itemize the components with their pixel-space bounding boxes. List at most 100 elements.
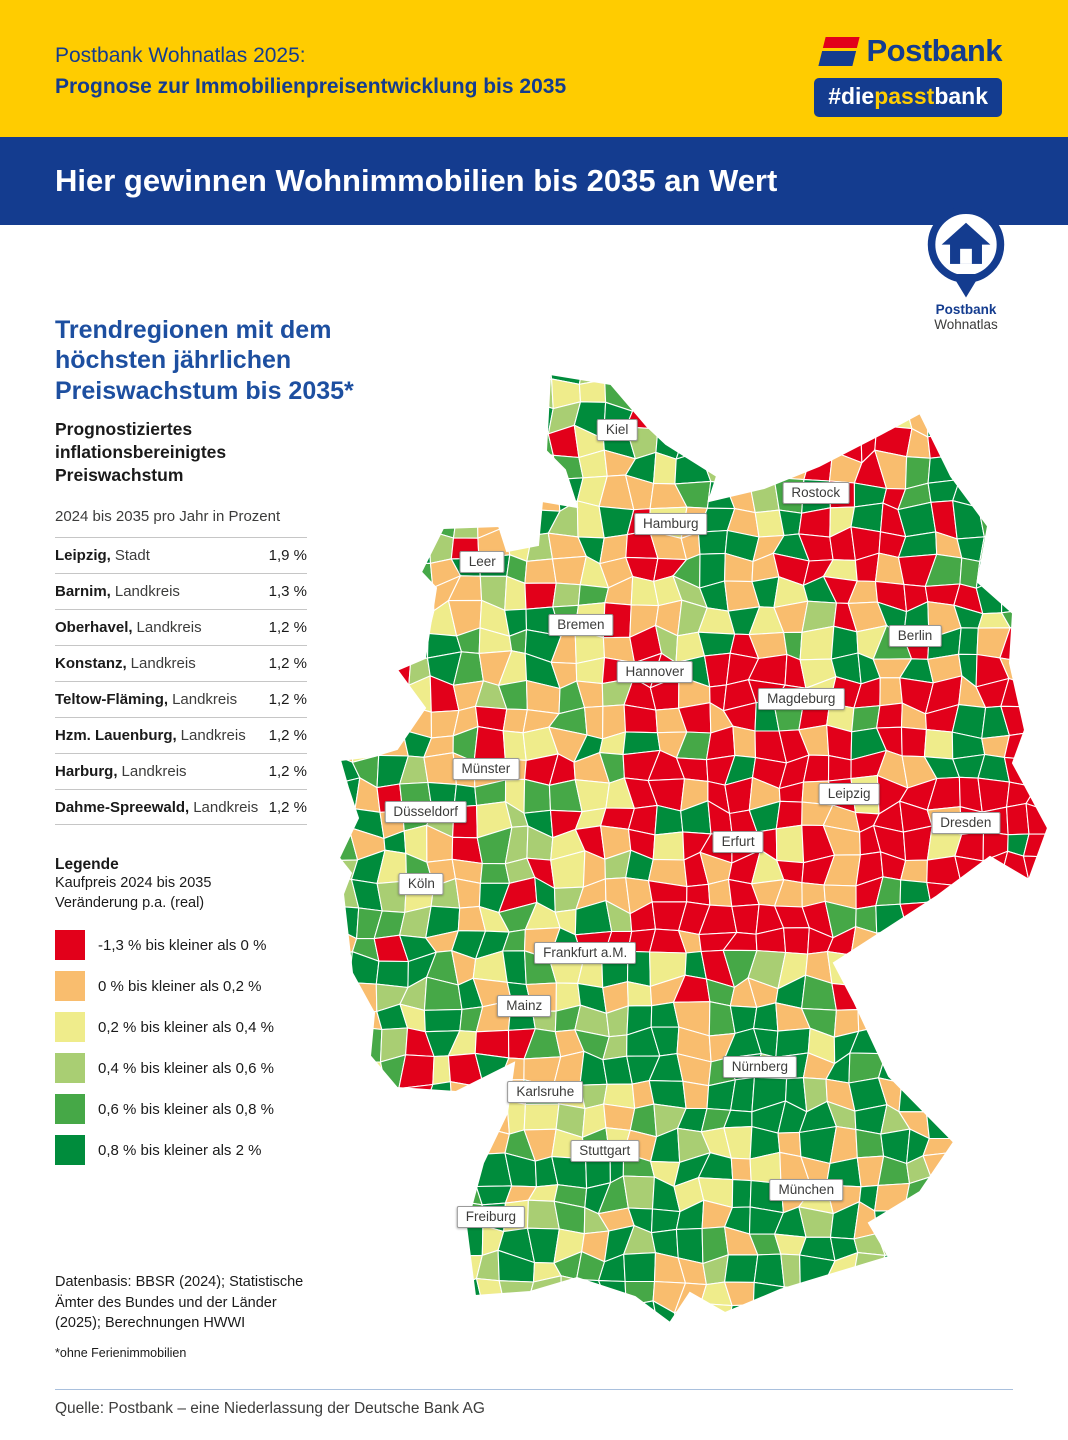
city-name: Erfurt xyxy=(721,833,755,849)
hashtag-prefix: #die xyxy=(828,83,875,109)
legend-color-swatch xyxy=(55,930,85,961)
ranking-row: Leipzig, Stadt 1,9 % xyxy=(55,537,307,573)
postbank-logo: Postbank xyxy=(818,33,1002,69)
city-labels-layer: Kiel Rostock Hamburg Leer Bremen Berlin … xyxy=(330,357,1055,1332)
growth-value: 1,2 % xyxy=(268,691,307,708)
city-label: Kiel xyxy=(596,419,638,442)
legend-title: Legende xyxy=(55,856,119,873)
city-name: Düsseldorf xyxy=(393,804,458,820)
city-label: Freiburg xyxy=(456,1205,526,1228)
diepasstbank-badge: #diepasstbank xyxy=(814,78,1002,117)
region-name: Dahme-Spreewald, Landkreis xyxy=(55,799,258,816)
ranking-row: Hzm. Lauenburg, Landkreis 1,2 % xyxy=(55,717,307,753)
legend-label: 0,6 % bis kleiner als 0,8 % xyxy=(98,1100,274,1118)
postbank-brand-block: Postbank #diepasstbank xyxy=(814,33,1002,117)
region-name-bold: Harburg, xyxy=(55,763,118,780)
region-name: Konstanz, Landkreis xyxy=(55,655,196,672)
data-source-note: Datenbasis: BBSR (2024); Statistische Äm… xyxy=(55,1274,304,1332)
growth-value: 1,2 % xyxy=(268,763,307,780)
legend-color-swatch xyxy=(55,971,85,1002)
region-name: Barnim, Landkreis xyxy=(55,583,180,600)
legend-item: 0,8 % bis kleiner als 2 % xyxy=(55,1135,274,1166)
city-name: Kiel xyxy=(605,422,629,438)
growth-value: 1,2 % xyxy=(268,727,307,744)
hashtag-suffix: bank xyxy=(934,83,988,109)
growth-value: 1,2 % xyxy=(268,655,307,672)
postbank-flag-icon xyxy=(818,36,861,66)
city-label: Hannover xyxy=(616,660,694,683)
city-name: Frankfurt a.M. xyxy=(543,944,628,960)
germany-outline xyxy=(337,372,1050,1325)
legend-item: -1,3 % bis kleiner als 0 % xyxy=(55,930,274,961)
city-name: Münster xyxy=(461,761,511,777)
ranking-row: Dahme-Spreewald, Landkreis 1,2 % xyxy=(55,789,307,825)
section-heading: Trendregionen mit dem höchsten jährliche… xyxy=(55,315,354,405)
ranking-row: Teltow-Fläming, Landkreis 1,2 % xyxy=(55,681,307,717)
region-type: Landkreis xyxy=(136,619,202,636)
region-type: Landkreis xyxy=(180,727,246,744)
city-name: Köln xyxy=(407,876,435,892)
legend-item: 0,4 % bis kleiner als 0,6 % xyxy=(55,1053,274,1084)
city-label: Nürnberg xyxy=(722,1055,798,1078)
city-name: Nürnberg xyxy=(731,1058,789,1074)
legend-item: 0 % bis kleiner als 0,2 % xyxy=(55,971,274,1002)
section-subheading: Prognostiziertes inflationsbereinigtes P… xyxy=(55,419,227,485)
page-title: Hier gewinnen Wohnimmobilien bis 2035 an… xyxy=(55,163,778,198)
region-name: Hzm. Lauenburg, Landkreis xyxy=(55,727,246,744)
region-type: Landkreis xyxy=(114,583,180,600)
city-name: Rostock xyxy=(791,484,841,500)
legend-items: -1,3 % bis kleiner als 0 % 0 % bis klein… xyxy=(55,930,274,1166)
city-label: Münster xyxy=(452,758,520,781)
city-name: Freiburg xyxy=(465,1208,517,1224)
city-name: München xyxy=(778,1181,835,1197)
region-name: Harburg, Landkreis xyxy=(55,763,187,780)
city-label: Leipzig xyxy=(818,782,880,805)
ranking-row: Konstanz, Landkreis 1,2 % xyxy=(55,645,307,681)
legend-subtitle-1: Kaufpreis 2024 bis 2035 xyxy=(55,875,212,891)
city-name: Hamburg xyxy=(642,515,699,531)
city-name: Leer xyxy=(468,553,496,569)
region-name: Teltow-Fläming, Landkreis xyxy=(55,691,237,708)
region-name-bold: Konstanz, xyxy=(55,655,127,672)
city-label: Köln xyxy=(398,873,444,896)
legend-color-swatch xyxy=(55,1094,85,1125)
region-type: Landkreis xyxy=(172,691,238,708)
growth-value: 1,2 % xyxy=(268,798,307,816)
footnote: *ohne Ferienimmobilien xyxy=(55,1346,187,1360)
growth-value: 1,9 % xyxy=(268,547,307,564)
region-type: Landkreis xyxy=(121,763,187,780)
legend-label: -1,3 % bis kleiner als 0 % xyxy=(98,936,267,954)
city-label: Magdeburg xyxy=(758,688,845,711)
wohnatlas-label-product: Wohnatlas xyxy=(934,317,998,332)
city-label: Düsseldorf xyxy=(384,801,467,824)
postbank-wordmark: Postbank xyxy=(866,33,1002,68)
city-label: Hamburg xyxy=(633,512,708,535)
city-label: Bremen xyxy=(548,614,614,637)
header-eyebrow: Postbank Wohnatlas 2025: xyxy=(55,44,306,67)
legend-item: 0,6 % bis kleiner als 0,8 % xyxy=(55,1094,274,1125)
ranking-row: Barnim, Landkreis 1,3 % xyxy=(55,573,307,609)
city-label: Berlin xyxy=(888,624,942,647)
header-bar: Postbank Wohnatlas 2025: Prognose zur Im… xyxy=(0,0,1068,137)
footer-divider xyxy=(55,1389,1013,1390)
germany-map: Kiel Rostock Hamburg Leer Bremen Berlin … xyxy=(330,357,1055,1332)
germany-choropleth-svg xyxy=(337,372,1050,1325)
legend-label: 0,8 % bis kleiner als 2 % xyxy=(98,1141,262,1159)
city-name: Leipzig xyxy=(827,785,871,801)
region-type: Landkreis xyxy=(130,655,196,672)
city-label: Frankfurt a.M. xyxy=(534,941,637,964)
legend-color-swatch xyxy=(55,1053,85,1084)
city-label: Dresden xyxy=(931,812,1001,835)
ranking-row: Harburg, Landkreis 1,2 % xyxy=(55,753,307,789)
unit-note: 2024 bis 2035 pro Jahr in Prozent xyxy=(55,508,281,525)
city-name: Karlsruhe xyxy=(516,1084,575,1100)
legend-color-swatch xyxy=(55,1012,85,1043)
legend-label: 0,4 % bis kleiner als 0,6 % xyxy=(98,1059,274,1077)
city-label: Stuttgart xyxy=(570,1139,640,1162)
region-type: Stadt xyxy=(114,547,150,564)
region-name-bold: Hzm. Lauenburg, xyxy=(55,727,177,744)
legend-color-swatch xyxy=(55,1135,85,1166)
city-name: Stuttgart xyxy=(579,1142,631,1158)
city-name: Hannover xyxy=(625,663,685,679)
